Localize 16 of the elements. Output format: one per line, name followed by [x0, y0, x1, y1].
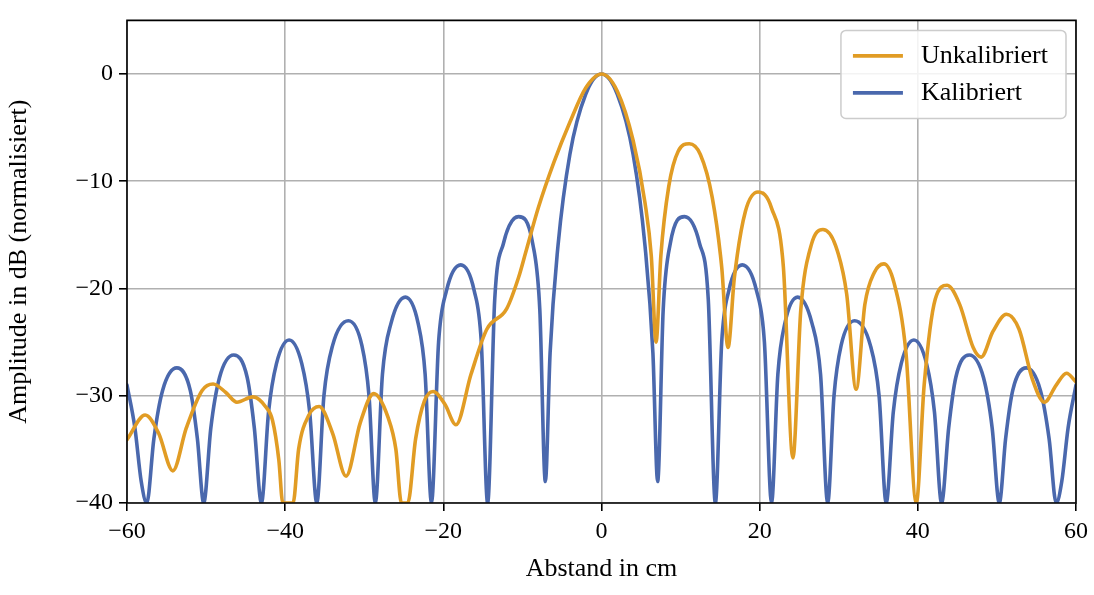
x-tick-label: −20: [424, 516, 463, 543]
y-tick-label: −20: [75, 273, 113, 300]
y-tick-label: 0: [101, 59, 113, 86]
legend-label: Kalibriert: [920, 76, 1023, 106]
y-tick-label: −10: [75, 166, 113, 193]
x-tick-label: 40: [905, 516, 930, 543]
x-tick-label: 0: [595, 516, 608, 543]
legend-label: Unkalibriert: [920, 39, 1049, 69]
x-axis-title: Abstand in cm: [525, 553, 678, 583]
x-tick-label: −40: [266, 516, 304, 543]
x-tick-label: −60: [108, 516, 146, 543]
x-tick-label: 60: [1064, 516, 1088, 543]
y-axis-title: Amplitude in dB (normalisiert): [3, 99, 33, 424]
y-tick-label: −40: [75, 488, 113, 515]
x-tick-label: 20: [747, 516, 772, 543]
y-tick-label: −30: [75, 381, 113, 408]
